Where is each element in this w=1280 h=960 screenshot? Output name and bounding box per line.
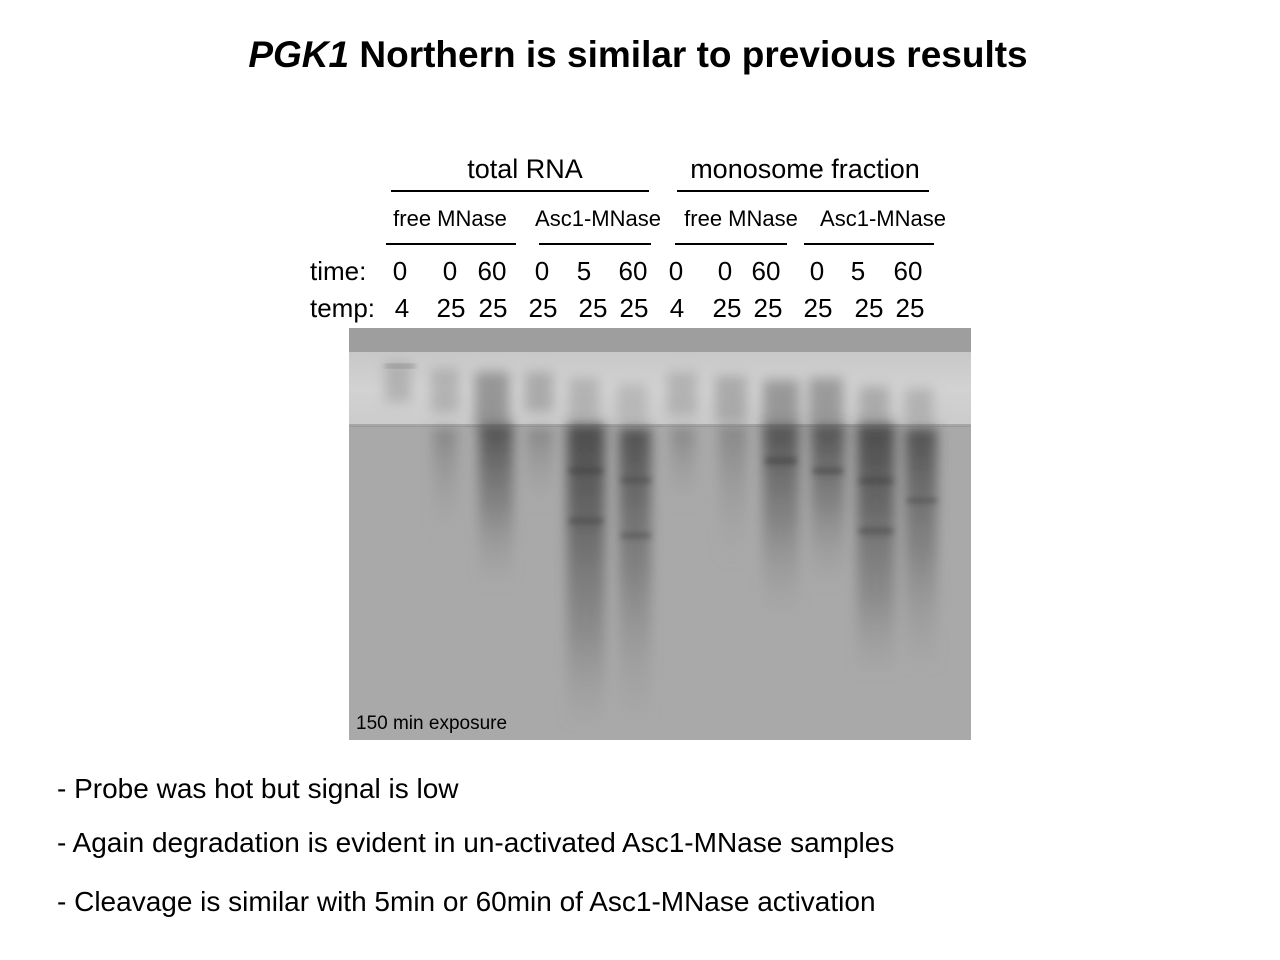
northern-blot-svg [349,328,971,740]
temp-value: 25 [753,293,783,323]
time-value: 0 [534,256,550,286]
time-row-label: time: [310,256,367,286]
time-value: 60 [477,256,507,286]
group-label-monosome-fraction: monosome fraction [690,154,920,184]
group-rule-monosome-fraction [677,190,929,192]
temp-value: 4 [669,293,685,323]
temp-row-label: temp: [310,293,376,323]
subgroup-label-free-mnase-total: free MNase [393,206,507,231]
time-value: 0 [717,256,733,286]
group-label-total-rna: total RNA [467,154,583,184]
subgroup-label-asc1-mnase-monosome: Asc1-MNase [820,206,946,231]
subgroup-rule-asc1-mnase-total [539,243,651,245]
temp-value: 25 [478,293,508,323]
exposure-caption: 150 min exposure [356,713,508,734]
title-gene-name: PGK1 [248,34,350,75]
time-value: 0 [392,256,408,286]
temp-value: 25 [854,293,884,323]
temp-value: 25 [619,293,649,323]
time-value: 60 [893,256,923,286]
bullet-item: - Again degradation is evident in un-act… [57,827,895,858]
temp-value: 25 [895,293,925,323]
bullet-item: - Cleavage is similar with 5min or 60min… [57,886,876,917]
time-value: 5 [850,256,866,286]
temp-value: 25 [578,293,608,323]
time-value: 60 [618,256,648,286]
title-text: Northern is similar to previous results [349,34,1028,75]
time-value: 60 [751,256,781,286]
temp-value: 25 [803,293,833,323]
temp-value: 4 [394,293,410,323]
northern-blot-image: 150 min exposure [349,328,971,740]
subgroup-rule-free-mnase-total [386,243,516,245]
temp-value: 25 [712,293,742,323]
time-value: 0 [668,256,684,286]
subgroup-label-asc1-mnase-total: Asc1-MNase [535,206,661,231]
subgroup-rule-asc1-mnase-monosome [804,243,934,245]
subgroup-label-free-mnase-monosome: free MNase [684,206,798,231]
slide-title: PGK1 Northern is similar to previous res… [0,34,1276,76]
time-value: 5 [576,256,592,286]
time-value: 0 [809,256,825,286]
time-value: 0 [442,256,458,286]
group-rule-total-rna [391,190,649,192]
subgroup-rule-free-mnase-monosome [675,243,787,245]
temp-value: 25 [528,293,558,323]
bullet-item: - Probe was hot but signal is low [57,773,459,804]
temp-value: 25 [436,293,466,323]
